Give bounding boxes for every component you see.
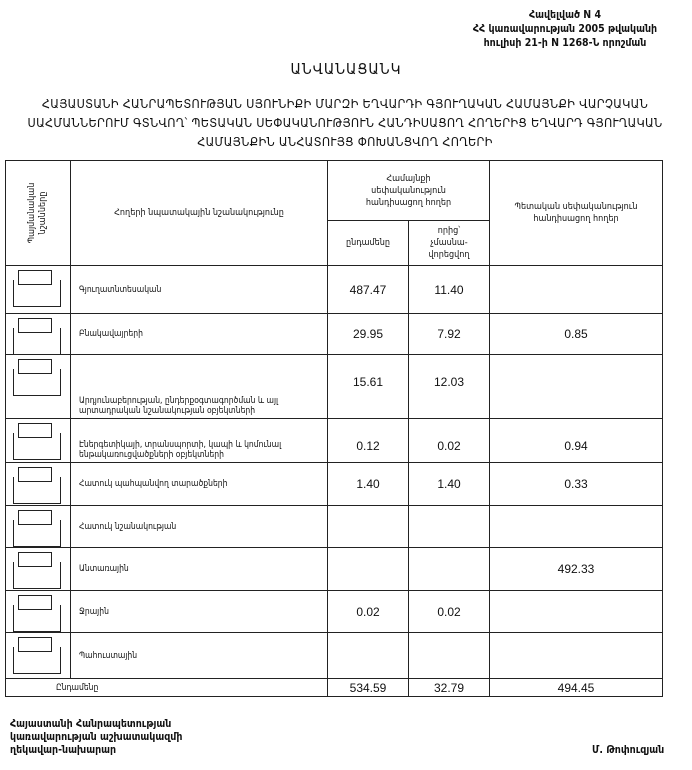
state-cell: 0.85	[489, 313, 663, 355]
totals-total: 534.59	[327, 678, 409, 697]
header-total: ընդամենը	[327, 220, 409, 266]
header-symbols: Պայմանական նշանները	[5, 160, 71, 266]
of-which-cell	[408, 547, 490, 591]
total-cell: 0.12	[327, 418, 409, 463]
state-cell	[489, 590, 663, 633]
signatory-title-line: կառավարության աշխատակազմի	[10, 731, 183, 743]
legend-symbol-icon	[18, 270, 52, 285]
total-cell	[327, 632, 409, 679]
total-cell: 29.95	[327, 313, 409, 355]
table-row: Բնակավայրերի 29.95 7.92 0.85	[5, 313, 663, 355]
document-title: ԱՆՎԱՆԱՑԱՆԿ	[290, 60, 402, 78]
table-row: Հատուկ պահպանվող տարածքների 1.40 1.40 0.33	[5, 462, 663, 506]
legend-bracket-icon	[13, 562, 61, 589]
purpose-cell: Ջրային	[70, 590, 328, 633]
total-cell: 487.47	[327, 265, 409, 314]
total-cell: 1.40	[327, 462, 409, 506]
table-row: Անտառային 492.33	[5, 547, 663, 591]
totals-row: Ընդամենը 534.59 32.79 494.45	[5, 678, 663, 697]
total-cell	[327, 547, 409, 591]
symbol-cell	[5, 265, 71, 314]
signatory-title-line: ղեկավար-նախարար	[10, 744, 117, 756]
of-which-cell	[408, 632, 490, 679]
legend-symbol-icon	[18, 359, 52, 374]
legend-symbol-icon	[18, 467, 52, 482]
legend-bracket-icon	[13, 520, 61, 547]
purpose-cell: Բնակավայրերի	[70, 313, 328, 355]
annex-line: Հավելված N 4	[528, 9, 602, 21]
table-row: Արդյունաբերության, ընդերքօգտագործման և ա…	[5, 354, 663, 419]
header-community: Համայնքի սեփականություն հանդիսացող հողեր	[327, 160, 490, 221]
symbol-cell	[5, 505, 71, 548]
header-purpose: Հողերի նպատակային նշանակությունը	[70, 160, 328, 266]
land-table: Պայմանական նշանները Հողերի նպատակային նշ…	[5, 160, 663, 697]
purpose-cell: Գյուղատնտեսական	[70, 265, 328, 314]
legend-bracket-icon	[13, 477, 61, 504]
table-row: Գյուղատնտեսական 487.47 11.40	[5, 265, 663, 314]
purpose-cell: Պահուստային	[70, 632, 328, 679]
total-cell: 0.02	[327, 590, 409, 633]
header-state: Պետական սեփականություն հանդիսացող հողեր	[489, 160, 663, 266]
table-row: Հատուկ նշանակության	[5, 505, 663, 548]
legend-bracket-icon	[13, 369, 61, 396]
signatory-title: Հայաստանի Հանրապետության կառավարության ա…	[10, 718, 182, 757]
signatory-name: Մ. Թոփուզյան	[592, 744, 665, 756]
purpose-cell: Անտառային	[70, 547, 328, 591]
of-which-cell: 0.02	[408, 418, 490, 463]
table-row: Պահուստային	[5, 632, 663, 679]
symbol-cell	[5, 462, 71, 506]
purpose-cell: Հատուկ նշանակության	[70, 505, 328, 548]
annex-line: ՀՀ կառավարության 2005 թվականի	[472, 23, 658, 35]
header-of-which: որից՝ չմասնա-վորեցվող	[408, 220, 490, 266]
state-cell	[489, 632, 663, 679]
of-which-cell: 7.92	[408, 313, 490, 355]
symbol-cell	[5, 418, 71, 463]
symbol-cell	[5, 547, 71, 591]
purpose-cell: Հատուկ պահպանվող տարածքների	[70, 462, 328, 506]
of-which-cell: 1.40	[408, 462, 490, 506]
table-row: Ջրային 0.02 0.02	[5, 590, 663, 633]
signatory-title-line: Հայաստանի Հանրապետության	[10, 718, 172, 730]
state-cell	[489, 505, 663, 548]
legend-symbol-icon	[18, 510, 52, 525]
legend-bracket-icon	[13, 433, 61, 460]
total-cell: 15.61	[327, 354, 409, 419]
of-which-cell: 12.03	[408, 354, 490, 419]
document-heading: ՀԱՅԱՍՏԱՆԻ ՀԱՆՐԱՊԵՏՈՒԹՅԱՆ ՍՅՈՒՆԻՔԻ ՄԱՐԶԻ …	[27, 96, 663, 149]
totals-state: 494.45	[489, 678, 663, 697]
total-cell	[327, 505, 409, 548]
legend-symbol-icon	[18, 637, 52, 652]
symbol-cell	[5, 313, 71, 355]
legend-bracket-icon	[13, 328, 61, 355]
annex-line: հուլիսի 21-ի N 1268-Ն որոշման	[483, 37, 647, 49]
purpose-cell: Արդյունաբերության, ընդերքօգտագործման և ա…	[70, 354, 328, 419]
purpose-cell: Էներգետիկայի, տրանսպորտի, կապի և կոմունա…	[70, 418, 328, 463]
totals-label: Ընդամենը	[5, 678, 328, 697]
legend-symbol-icon	[18, 595, 52, 610]
legend-symbol-icon	[18, 423, 52, 438]
annex-reference: Հավելված N 4 ՀՀ կառավարության 2005 թվակա…	[445, 8, 685, 50]
state-cell: 0.94	[489, 418, 663, 463]
legend-bracket-icon	[13, 280, 61, 307]
legend-symbol-icon	[18, 552, 52, 567]
legend-symbol-icon	[18, 318, 52, 333]
of-which-cell: 11.40	[408, 265, 490, 314]
table-row: Էներգետիկայի, տրանսպորտի, կապի և կոմունա…	[5, 418, 663, 463]
symbol-cell	[5, 590, 71, 633]
of-which-cell: 0.02	[408, 590, 490, 633]
state-cell: 0.33	[489, 462, 663, 506]
totals-of-which: 32.79	[408, 678, 490, 697]
header-symbols-label: Պայմանական նշանները	[27, 182, 48, 244]
symbol-cell	[5, 632, 71, 679]
legend-bracket-icon	[13, 605, 61, 632]
legend-bracket-icon	[13, 647, 61, 674]
state-cell	[489, 354, 663, 419]
of-which-cell	[408, 505, 490, 548]
state-cell	[489, 265, 663, 314]
symbol-cell	[5, 354, 71, 419]
state-cell: 492.33	[489, 547, 663, 591]
